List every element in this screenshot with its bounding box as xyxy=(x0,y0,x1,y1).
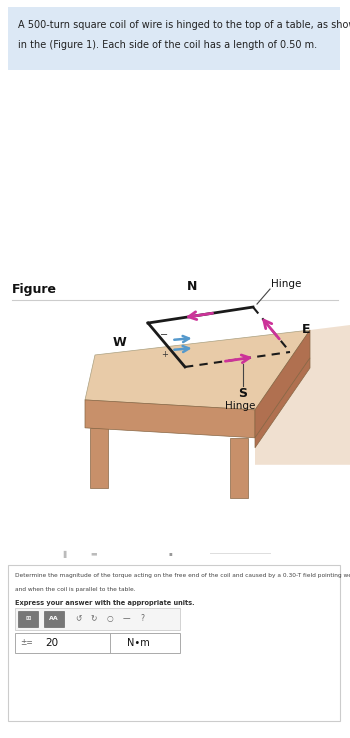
FancyBboxPatch shape xyxy=(8,7,340,70)
Text: Determine the magnitude of the torque acting on the free end of the coil and cau: Determine the magnitude of the torque ac… xyxy=(15,573,350,578)
Text: ○: ○ xyxy=(107,614,113,624)
Polygon shape xyxy=(85,330,310,410)
Text: E: E xyxy=(302,323,310,336)
Text: Hinge: Hinge xyxy=(271,279,301,289)
Text: +: + xyxy=(161,351,168,359)
Text: N: N xyxy=(187,280,198,293)
Polygon shape xyxy=(255,358,310,448)
Text: S: S xyxy=(238,387,247,401)
Text: Express your answer with the appropriate units.: Express your answer with the appropriate… xyxy=(15,600,195,606)
Text: ▬: ▬ xyxy=(90,551,97,556)
Text: A 500-turn square coil of wire is hinged to the top of a table, as shown: A 500-turn square coil of wire is hinged… xyxy=(18,20,350,30)
FancyBboxPatch shape xyxy=(8,565,340,721)
Text: AA: AA xyxy=(49,616,59,621)
Text: 20: 20 xyxy=(45,638,58,648)
FancyBboxPatch shape xyxy=(18,611,38,627)
Text: ↺: ↺ xyxy=(75,614,81,624)
Text: W: W xyxy=(112,337,126,350)
Text: ↻: ↻ xyxy=(91,614,97,624)
Text: and when the coil is parallel to the table.: and when the coil is parallel to the tab… xyxy=(15,587,136,592)
Text: ±=: ±= xyxy=(20,638,33,647)
Text: in the (Figure 1). Each side of the coil has a length of 0.50 m.: in the (Figure 1). Each side of the coil… xyxy=(18,41,317,50)
Polygon shape xyxy=(255,325,350,465)
Text: N•m: N•m xyxy=(127,638,149,648)
Text: ▐: ▐ xyxy=(60,551,65,558)
Polygon shape xyxy=(230,438,248,497)
Polygon shape xyxy=(90,428,108,488)
FancyBboxPatch shape xyxy=(44,611,64,627)
FancyBboxPatch shape xyxy=(15,632,180,653)
FancyBboxPatch shape xyxy=(15,608,180,630)
Text: ⊞: ⊞ xyxy=(25,616,31,621)
Polygon shape xyxy=(255,330,310,438)
Text: Figure: Figure xyxy=(12,283,57,296)
Text: ▪: ▪ xyxy=(168,551,172,556)
Text: Hinge: Hinge xyxy=(225,401,256,411)
Text: ?: ? xyxy=(140,614,144,624)
Polygon shape xyxy=(85,400,255,438)
Text: −: − xyxy=(160,330,169,340)
Text: —: — xyxy=(122,614,130,624)
